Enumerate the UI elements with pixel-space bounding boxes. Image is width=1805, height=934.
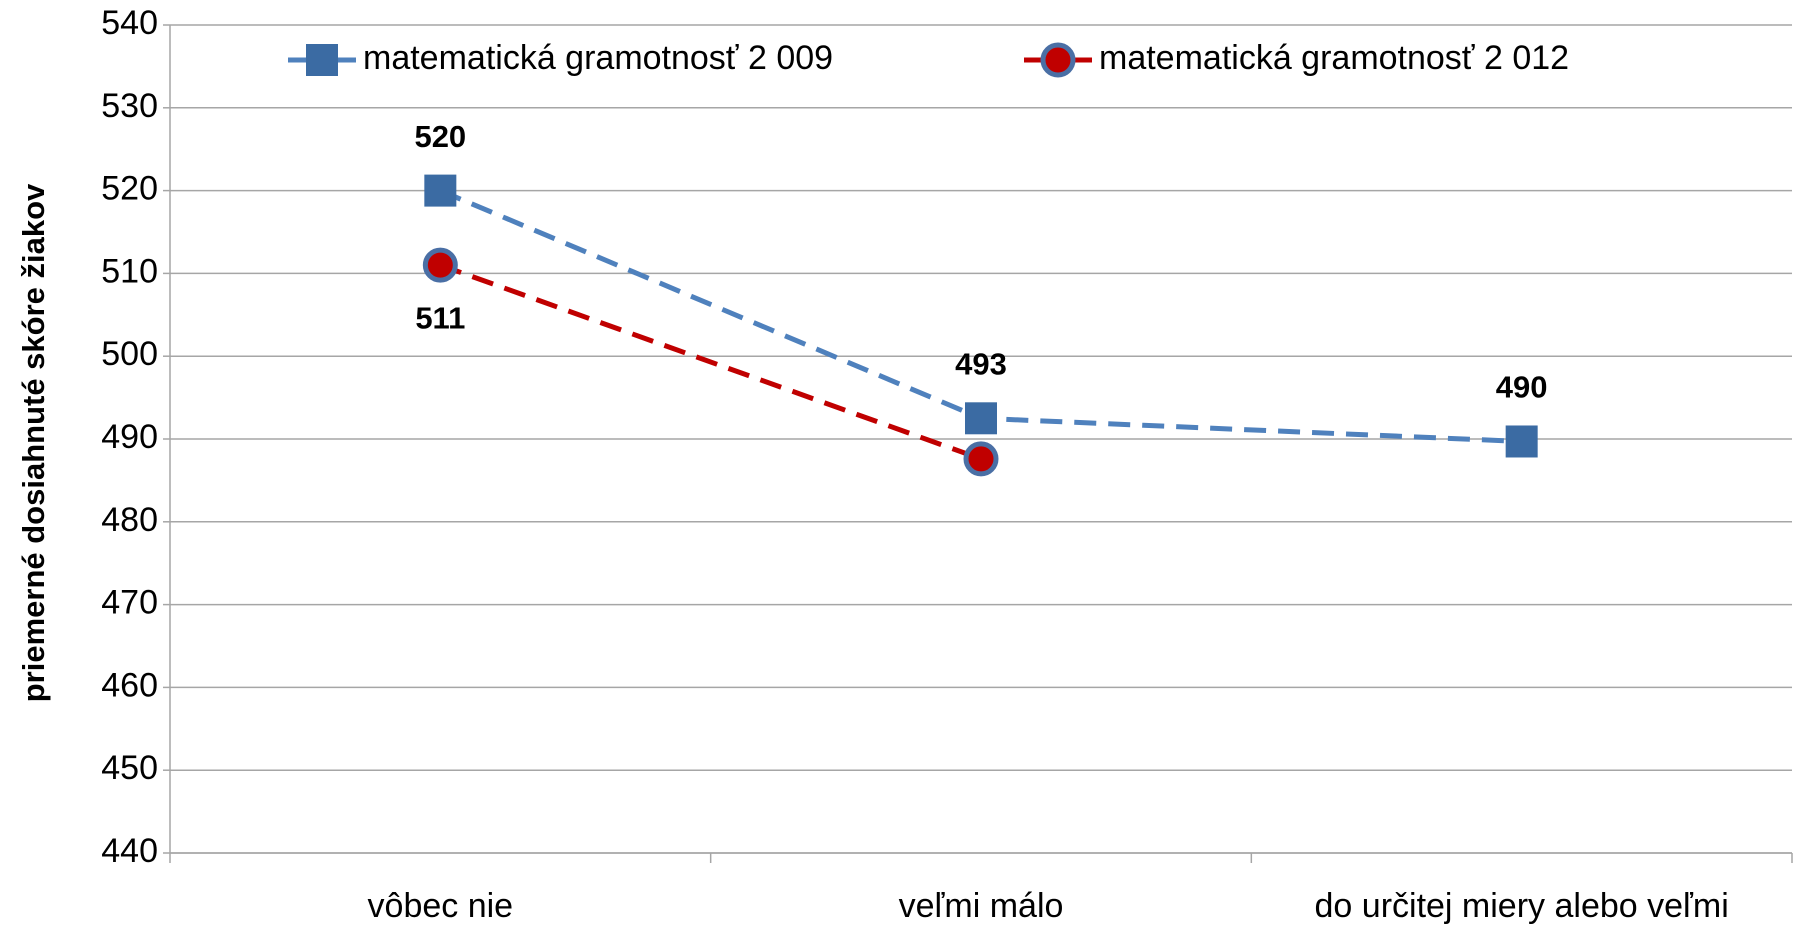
y-tick-label: 520: [101, 170, 158, 208]
data-label: 511: [415, 300, 465, 335]
data-point: [422, 247, 458, 283]
data-point: [1505, 425, 1538, 458]
x-tick-label: vôbec nie: [368, 887, 514, 925]
y-tick-label: 480: [101, 501, 158, 539]
y-tick-label: 540: [101, 4, 158, 42]
legend-marker: [306, 44, 338, 76]
data-label: 520: [414, 119, 466, 154]
x-tick-label: do určitej miery alebo veľmi: [1315, 887, 1729, 925]
y-tick-label: 460: [101, 666, 158, 704]
y-tick-label: 490: [101, 418, 158, 456]
legend-label: matematická gramotnosť 2 012: [1099, 39, 1569, 77]
data-point: [424, 174, 457, 207]
x-tick-label: veľmi málo: [899, 887, 1064, 925]
y-tick-label: 530: [101, 87, 158, 125]
legend-marker: [1040, 42, 1076, 78]
y-tick-label: 440: [101, 832, 158, 870]
y-tick-label: 500: [101, 335, 158, 373]
data-point: [963, 441, 999, 477]
data-label: 493: [955, 346, 1007, 381]
data-label: 490: [1496, 370, 1548, 405]
series-line: [439, 262, 982, 462]
legend-label: matematická gramotnosť 2 009: [363, 39, 833, 77]
data-point: [965, 402, 997, 435]
y-tick-label: 450: [101, 749, 158, 787]
y-axis-label: priemerné dosiahnuté skóre žiakov: [16, 183, 51, 702]
y-tick-label: 510: [101, 252, 158, 290]
y-tick-label: 470: [101, 584, 158, 622]
